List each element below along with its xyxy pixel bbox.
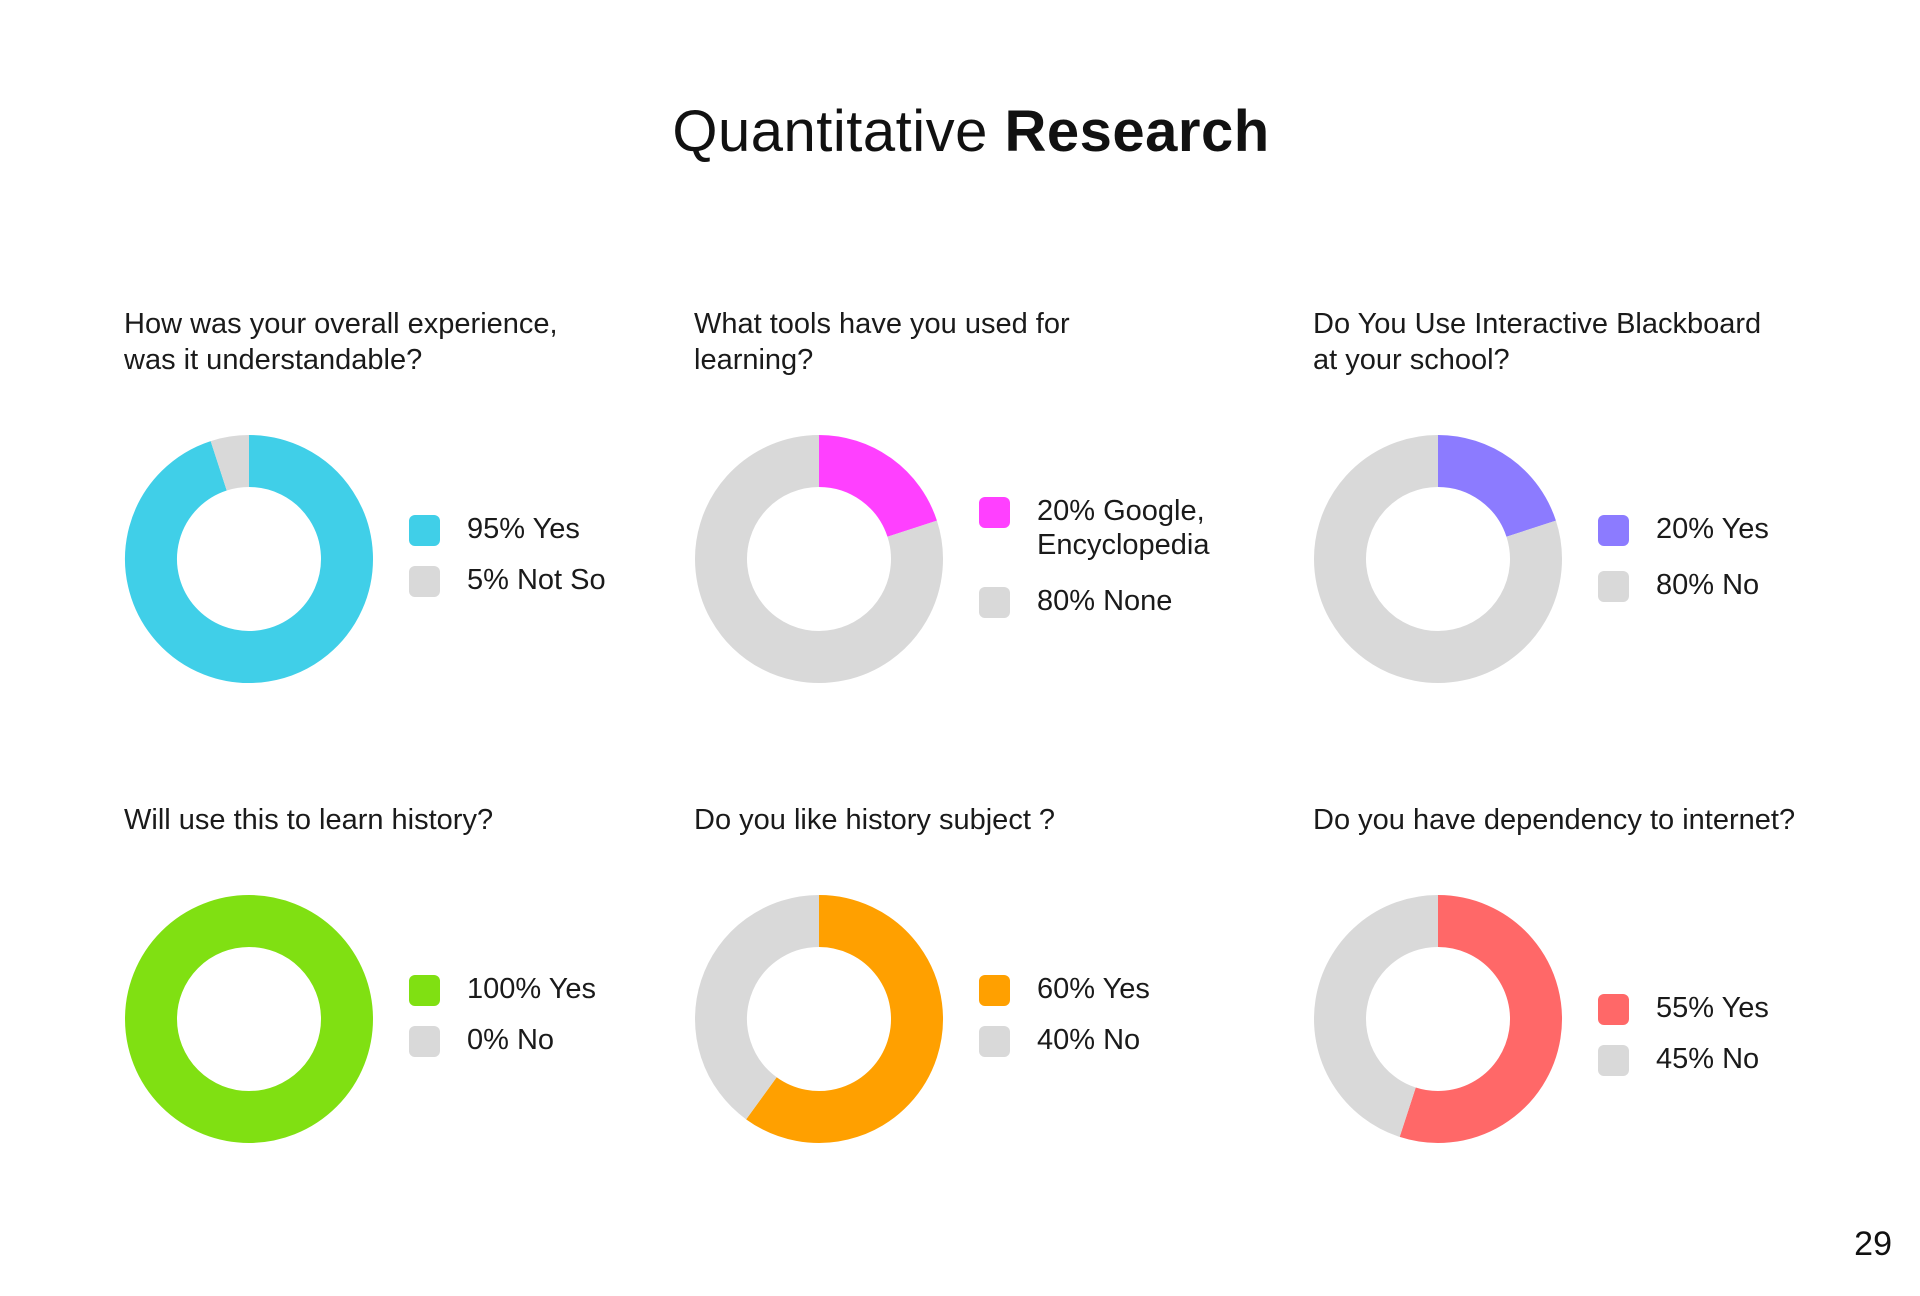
title-regular: Quantitative bbox=[672, 99, 1005, 164]
chart-panel-tools: What tools have you used for learning? 2… bbox=[694, 306, 1234, 696]
chart-panel-learn-history: Will use this to learn history? 100% Yes… bbox=[124, 802, 664, 1192]
chart-question: Will use this to learn history? bbox=[124, 804, 494, 836]
legend-swatch bbox=[979, 1026, 1010, 1057]
chart-panel-blackboard: Do You Use Interactive Blackboard at you… bbox=[1313, 306, 1853, 696]
page-title: Quantitative Research bbox=[0, 98, 1920, 165]
legend-label: 20% Yes bbox=[1656, 513, 1769, 545]
chart-question: What tools have you used for learning? bbox=[694, 308, 1070, 376]
chart-question: Do You Use Interactive Blackboard at you… bbox=[1313, 308, 1762, 376]
legend-label: 60% Yes bbox=[1037, 973, 1150, 1005]
legend-label: 100% Yes bbox=[467, 973, 597, 1005]
donut-slice-not-so bbox=[210, 435, 250, 491]
chart-panel-like-history: Do you like history subject ? 60% Yes 40… bbox=[694, 802, 1234, 1192]
legend-label: 5% Not So bbox=[467, 564, 606, 596]
legend-swatch bbox=[409, 1026, 440, 1057]
legend-label: 80% None bbox=[1037, 585, 1173, 617]
legend-swatch bbox=[409, 975, 440, 1006]
legend-swatch bbox=[409, 515, 440, 546]
donut-slice-no bbox=[1314, 435, 1562, 683]
donut-chart bbox=[125, 895, 373, 1143]
legend-swatch bbox=[1598, 571, 1629, 602]
donut-slice-yes bbox=[125, 895, 373, 1143]
donut-slice-google-encyclopedia bbox=[818, 435, 937, 538]
legend-label: 40% No bbox=[1037, 1024, 1141, 1056]
title-bold: Research bbox=[1004, 99, 1270, 164]
legend-swatch bbox=[979, 497, 1010, 528]
legend-label: 20% Google, Encyclopedia bbox=[1037, 495, 1210, 561]
legend-swatch bbox=[1598, 994, 1629, 1025]
legend-swatch bbox=[1598, 1045, 1629, 1076]
donut-chart bbox=[1314, 895, 1562, 1143]
donut-chart bbox=[125, 435, 373, 683]
legend-label: 80% No bbox=[1656, 569, 1760, 601]
donut-slice-no bbox=[695, 895, 820, 1120]
chart-question: Do you like history subject ? bbox=[694, 804, 1056, 836]
chart-question: How was your overall experience, was it … bbox=[124, 308, 558, 376]
legend-swatch bbox=[979, 975, 1010, 1006]
legend-label: 95% Yes bbox=[467, 513, 580, 545]
donut-slice-yes bbox=[125, 435, 373, 683]
donut-chart bbox=[695, 895, 943, 1143]
donut-chart bbox=[695, 435, 943, 683]
legend-label: 0% No bbox=[467, 1024, 555, 1056]
legend-swatch bbox=[1598, 515, 1629, 546]
donut-slice-none bbox=[695, 435, 943, 683]
donut-slice-yes bbox=[746, 895, 943, 1143]
donut-slice-yes bbox=[1437, 435, 1556, 538]
chart-panel-experience: How was your overall experience, was it … bbox=[124, 306, 664, 696]
legend-swatch bbox=[409, 566, 440, 597]
legend-label: 45% No bbox=[1656, 1043, 1760, 1075]
donut-chart bbox=[1314, 435, 1562, 683]
chart-question: Do you have dependency to internet? bbox=[1313, 804, 1796, 836]
donut-slice-yes bbox=[1399, 895, 1562, 1143]
page-number: 29 bbox=[1854, 1225, 1892, 1263]
legend-swatch bbox=[979, 587, 1010, 618]
donut-slice-no bbox=[1314, 895, 1439, 1137]
legend-label: 55% Yes bbox=[1656, 992, 1769, 1024]
chart-panel-internet: Do you have dependency to internet? 55% … bbox=[1313, 802, 1853, 1192]
